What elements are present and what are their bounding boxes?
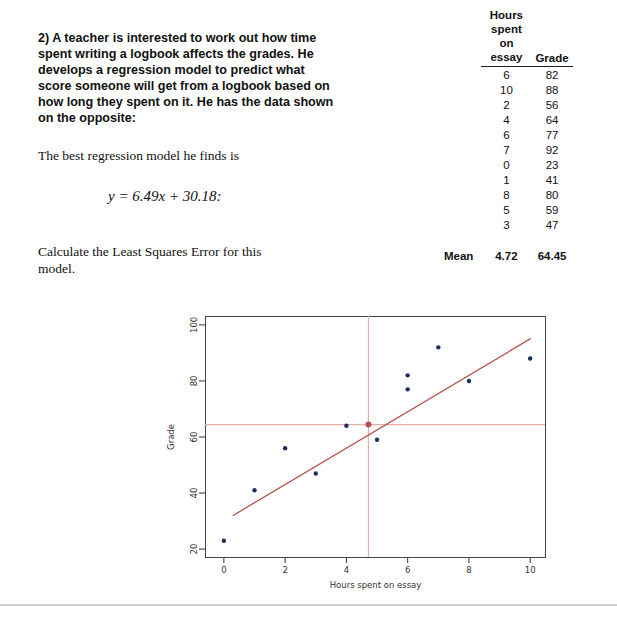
html-text:Grade: Grade — [535, 52, 569, 64]
svg-text:Grade: Grade — [166, 424, 176, 450]
html-text:56: 56 — [545, 98, 559, 111]
html-text:6: 6 — [503, 128, 510, 141]
html-text:64: 64 — [545, 113, 559, 126]
svg-text:80: 80 — [189, 376, 199, 387]
svg-text:40: 40 — [189, 488, 199, 499]
html-text:Hours spent on essay: Hours spent on essay — [489, 9, 523, 63]
html-text:2) A teacher is interested to: 2) A teacher is interested to work out h… — [38, 31, 334, 125]
html-text:47: 47 — [545, 218, 559, 231]
html-text:82: 82 — [545, 68, 559, 81]
html-text:88: 88 — [545, 83, 559, 96]
html-text:y = 6.49x + 30.18:: y = 6.49x + 30.18: — [108, 188, 222, 204]
html-text:6: 6 — [503, 68, 510, 81]
html-text:Mean: Mean — [444, 249, 474, 262]
html-text:4: 4 — [503, 113, 510, 126]
html-text:0: 0 — [503, 158, 510, 171]
svg-text:Hours spent on essay: Hours spent on essay — [330, 580, 422, 590]
html-text:80: 80 — [545, 188, 559, 201]
html-text:92: 92 — [545, 143, 559, 156]
html-text:3: 3 — [503, 218, 510, 231]
html-text:Calculate the Least Squares Er: Calculate the Least Squares Error for th… — [38, 244, 262, 276]
html-text:1: 1 — [503, 173, 510, 186]
html-text:8: 8 — [503, 188, 510, 201]
svg-text:100: 100 — [189, 317, 199, 333]
html-text:77: 77 — [545, 128, 559, 141]
html-text:64.45: 64.45 — [537, 249, 567, 262]
svg-text:0: 0 — [221, 565, 226, 575]
svg-text:2: 2 — [282, 565, 287, 575]
html-text:7: 7 — [503, 143, 510, 156]
html-text:The best regression model he f: The best regression model he finds is — [38, 148, 239, 163]
svg-text:8: 8 — [466, 565, 471, 575]
html-text:2: 2 — [503, 98, 510, 111]
svg-text:10: 10 — [525, 565, 536, 575]
html-text:41: 41 — [545, 173, 559, 186]
svg-text:6: 6 — [405, 565, 410, 575]
html-text:59: 59 — [545, 203, 559, 216]
svg-text:60: 60 — [189, 432, 199, 443]
html-text:4.72: 4.72 — [495, 249, 518, 262]
html-text:10: 10 — [500, 83, 513, 96]
html-text:5: 5 — [503, 203, 510, 216]
html-text:23: 23 — [545, 158, 559, 171]
svg-text:4: 4 — [344, 565, 349, 575]
svg-text:20: 20 — [189, 544, 199, 555]
